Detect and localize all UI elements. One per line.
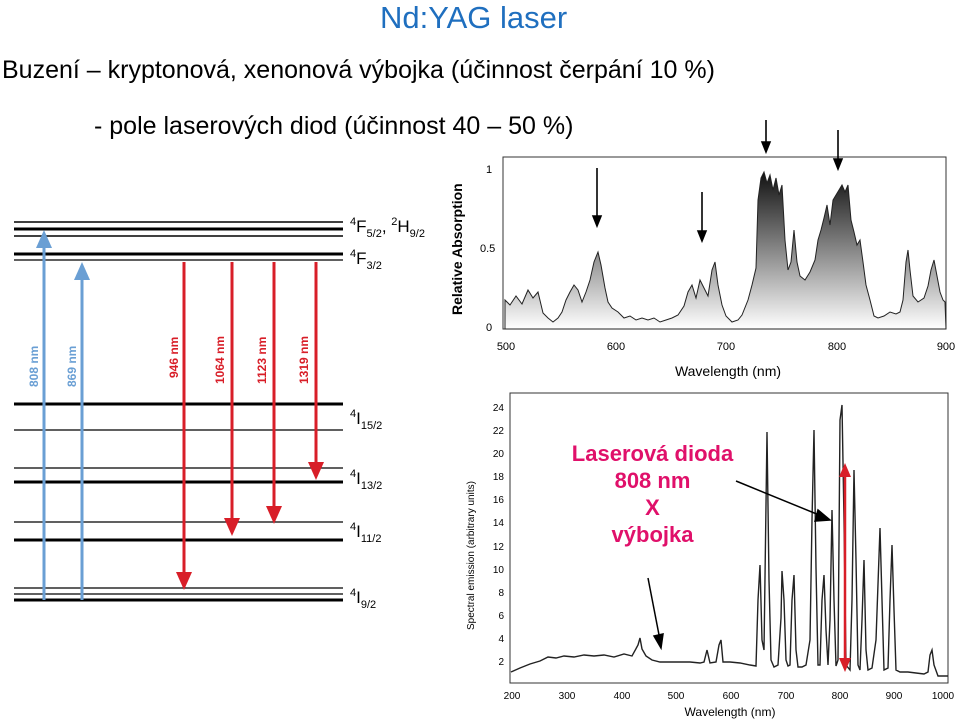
absorption-y-ticks: 1 0.5 0 (480, 164, 495, 334)
svg-text:0: 0 (486, 322, 492, 334)
annotation-line-2: 808 nm (614, 468, 691, 493)
diode-vs-lamp-annotation: Laserová dioda 808 nm X výbojka (545, 440, 760, 548)
absorption-y-label: Relative Absorption (449, 183, 465, 315)
emission-plot-frame (509, 392, 949, 684)
svg-text:2: 2 (498, 657, 504, 668)
level-label-i152: 4I15/2 (350, 408, 382, 432)
emission-x-label: Wavelength (nm) (685, 705, 776, 719)
level-label-i132: 4I13/2 (350, 468, 382, 492)
svg-text:700: 700 (778, 691, 795, 702)
absorption-curve (504, 170, 947, 330)
emission-y-label: Spectral emission (arbitrary units) (466, 481, 477, 630)
annotation-line-3: X (645, 495, 660, 520)
svg-text:16: 16 (493, 495, 505, 506)
level-label-f32: 4F3/2 (350, 248, 382, 272)
svg-text:14: 14 (493, 518, 505, 529)
svg-text:1000: 1000 (932, 691, 955, 702)
emission-x-ticks: 200 300 400 500 600 700 800 900 1000 (504, 691, 955, 702)
emission-label-1064: 1064 nm (213, 336, 227, 384)
pumping-line-lamp: Buzení – kryptonová, xenonová výbojka (ú… (2, 56, 715, 84)
energy-level-diagram: 4F5/2, 2H9/2 4F3/2 4I15/2 4I13/2 4I11/2 … (14, 216, 425, 611)
svg-text:300: 300 (559, 691, 576, 702)
emission-curve (510, 404, 948, 677)
annotation-line-4: výbojka (611, 522, 694, 547)
svg-text:24: 24 (493, 403, 505, 414)
annotation-pointers (647, 480, 832, 651)
svg-text:500: 500 (497, 341, 515, 353)
svg-text:18: 18 (493, 472, 505, 483)
svg-text:600: 600 (607, 341, 625, 353)
emission-arrow-946 (176, 262, 192, 590)
absorption-band-markers (591, 120, 844, 244)
svg-text:700: 700 (717, 341, 735, 353)
emission-arrow-1064 (224, 262, 240, 536)
svg-text:800: 800 (828, 341, 846, 353)
emission-808-marker (839, 463, 851, 672)
svg-text:800: 800 (832, 691, 849, 702)
emission-label-1319: 1319 nm (297, 336, 311, 384)
level-label-i92: 4I9/2 (350, 587, 376, 611)
svg-text:400: 400 (614, 691, 631, 702)
svg-text:22: 22 (493, 426, 505, 437)
pump-label-808: 808 nm (27, 346, 41, 387)
emission-label-1123: 1123 nm (255, 337, 269, 384)
pump-arrow-869 (74, 262, 90, 600)
svg-text:600: 600 (723, 691, 740, 702)
svg-text:8: 8 (498, 588, 504, 599)
pump-label-869: 869 nm (65, 346, 79, 387)
pumping-line-diodes: - pole laserových diod (účinnost 40 – 50… (94, 112, 574, 140)
svg-text:4: 4 (498, 634, 504, 645)
emission-arrow-1319 (308, 262, 324, 480)
svg-text:1: 1 (486, 164, 492, 176)
svg-text:10: 10 (493, 565, 505, 576)
absorption-x-ticks: 500 600 700 800 900 (497, 341, 955, 353)
emission-arrow-1123 (266, 262, 282, 524)
pump-arrow-808 (36, 230, 52, 600)
absorption-x-label: Wavelength (nm) (675, 363, 781, 379)
annotation-line-1: Laserová dioda (571, 441, 734, 466)
svg-text:12: 12 (493, 542, 505, 553)
emission-chart: 2 4 6 8 10 12 14 16 18 20 22 24 200 300 … (466, 392, 955, 719)
absorption-chart: 1 0.5 0 500 600 700 800 900 Wavelength (… (449, 156, 955, 379)
svg-text:200: 200 (504, 691, 521, 702)
emission-label-946: 946 nm (167, 337, 181, 378)
level-label-i112: 4I11/2 (350, 521, 381, 545)
svg-text:900: 900 (937, 341, 955, 353)
svg-text:900: 900 (886, 691, 903, 702)
svg-text:500: 500 (668, 691, 685, 702)
level-label-f52-h92: 4F5/2, 2H9/2 (350, 216, 425, 240)
svg-text:20: 20 (493, 449, 505, 460)
slide-title: Nd:YAG laser (380, 0, 568, 35)
svg-text:6: 6 (498, 611, 504, 622)
emission-y-ticks: 2 4 6 8 10 12 14 16 18 20 22 24 (493, 403, 505, 668)
level-lines (14, 221, 343, 602)
svg-text:0.5: 0.5 (480, 243, 495, 255)
